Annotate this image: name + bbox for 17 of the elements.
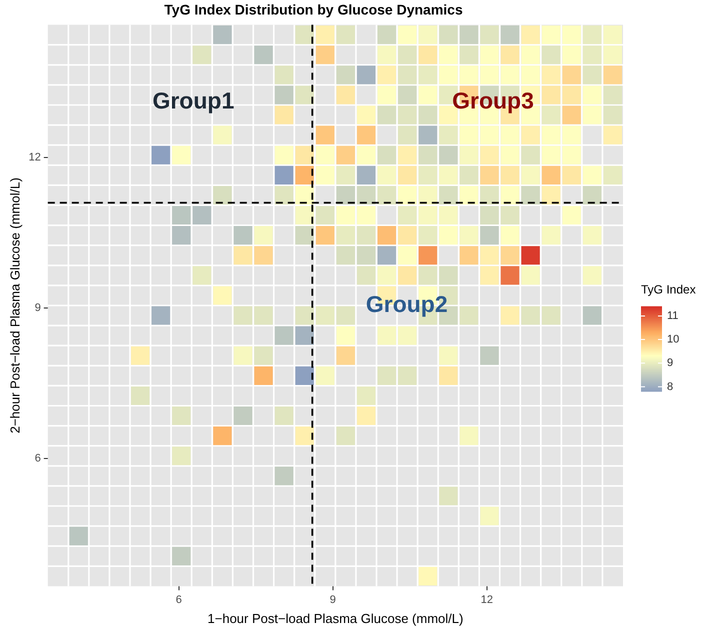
y-tick-label: 9 [34,302,41,314]
chart-title: TyG Index Distribution by Glucose Dynamics [164,1,463,18]
x-tick-label: 9 [330,594,336,606]
annotation: Group1 [152,88,234,114]
color-bar-label: 10 [667,334,680,346]
color-bar-label: 8 [667,380,674,393]
color-bar-title: TyG Index [641,282,696,296]
y-tick-label: 6 [34,452,41,464]
x-tick-label: 12 [480,594,494,606]
annotation: Group3 [452,88,534,114]
y-tick-label: 12 [28,152,41,164]
color-bar-label: 9 [667,357,674,370]
x-axis-title: 1−hour Post−load Plasma Glucose (mmol/L) [208,610,464,626]
annotation: Group2 [366,290,448,317]
x-tick-label: 6 [176,594,182,606]
y-axis-title: 2−hour Post−load Plasma Glucose (mmol/L) [7,178,22,434]
color-bar-label: 11 [667,310,678,322]
